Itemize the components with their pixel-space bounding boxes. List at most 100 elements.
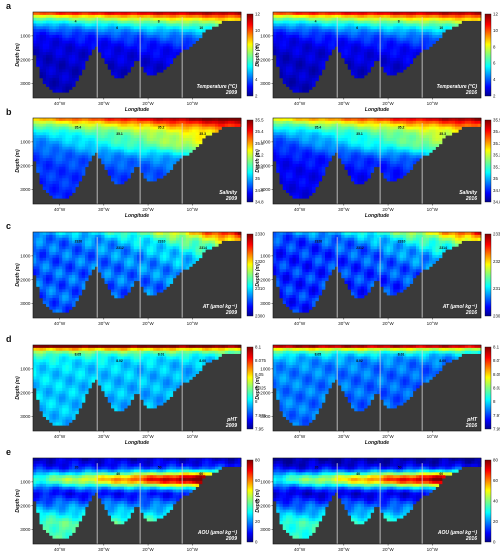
field-cell: [370, 149, 375, 153]
field-cell: [52, 297, 57, 302]
contour-label: 4: [75, 19, 77, 23]
year-label: 2016: [465, 90, 477, 96]
field-cell: [111, 269, 115, 273]
field-cell: [88, 249, 92, 253]
field-cell: [150, 161, 154, 165]
field-cell: [276, 149, 280, 153]
field-cell: [62, 169, 66, 173]
field-cell: [156, 143, 161, 148]
field-cell: [78, 234, 83, 239]
field-cell: [351, 135, 355, 139]
field-cell: [192, 146, 196, 150]
field-cell: [104, 155, 109, 159]
colorbar-tick-label: 35.2: [493, 153, 500, 158]
field-cell: [150, 17, 154, 21]
field-cell: [351, 49, 355, 53]
field-cell: [305, 126, 310, 130]
field-cell: [120, 46, 125, 50]
field-cell: [419, 123, 423, 127]
field-cell: [140, 118, 144, 122]
field-cell: [302, 75, 306, 79]
field-cell: [360, 155, 365, 159]
field-cell: [399, 46, 404, 50]
field-cell: [396, 158, 401, 162]
field-cell: [42, 146, 47, 150]
field-cell: [351, 29, 355, 33]
field-cell: [130, 166, 135, 170]
field-cell: [282, 77, 287, 82]
field-cell: [321, 49, 326, 53]
field-cell: [360, 23, 365, 27]
field-cell: [377, 57, 381, 62]
field-cell: [224, 14, 229, 19]
field-cell: [360, 14, 365, 19]
field-cell: [318, 26, 323, 30]
field-cell: [334, 12, 339, 16]
field-cell: [360, 161, 365, 165]
field-cell: [78, 240, 83, 244]
field-cell: [383, 55, 388, 59]
field-cell: [318, 20, 323, 24]
field-cell: [127, 14, 131, 19]
field-cell: [409, 12, 414, 16]
field-cell: [357, 120, 362, 125]
field-cell: [195, 120, 200, 125]
field-cell: [289, 138, 293, 142]
field-cell: [104, 143, 109, 148]
field-cell: [59, 34, 63, 39]
field-cell: [78, 118, 83, 122]
field-cell: [130, 23, 135, 27]
field-cell: [289, 132, 293, 136]
field-cell: [68, 60, 73, 64]
field-cell: [33, 40, 37, 44]
field-cell: [341, 132, 345, 136]
field-cell: [416, 32, 420, 36]
field-cell: [289, 17, 293, 21]
field-cell: [42, 49, 47, 53]
field-cell: [279, 135, 284, 139]
field-cell: [354, 143, 358, 148]
field-cell: [312, 40, 316, 44]
field-cell: [81, 46, 86, 50]
field-cell: [130, 60, 135, 64]
field-cell: [42, 57, 47, 62]
field-cell: [286, 120, 290, 125]
field-cell: [36, 252, 40, 256]
field-cell: [81, 263, 86, 267]
field-cell: [59, 292, 63, 296]
field-cell: [111, 118, 115, 122]
field-cell: [62, 60, 66, 64]
field-cell: [62, 129, 66, 133]
field-cell: [308, 55, 313, 59]
field-cell: [403, 123, 407, 127]
field-cell: [143, 166, 148, 170]
field-cell: [166, 132, 170, 136]
field-cell: [318, 66, 323, 70]
field-cell: [68, 300, 73, 305]
field-cell: [107, 140, 112, 145]
field-cell: [78, 123, 83, 127]
field-cell: [72, 286, 76, 290]
field-cell: [276, 60, 280, 64]
field-cell: [169, 132, 174, 136]
field-cell: [286, 135, 290, 139]
field-cell: [150, 120, 154, 125]
field-cell: [49, 166, 53, 170]
field-cell: [78, 286, 83, 290]
field-cell: [318, 23, 323, 27]
field-cell: [159, 69, 164, 73]
field-cell: [150, 66, 154, 70]
field-cell: [409, 158, 414, 162]
field-cell: [237, 118, 242, 122]
field-cell: [68, 303, 73, 307]
field-cell: [185, 29, 190, 33]
field-cell: [360, 132, 365, 136]
field-cell: [42, 12, 47, 16]
field-cell: [52, 40, 57, 44]
field-cell: [124, 138, 128, 142]
field-cell: [354, 123, 358, 127]
field-cell: [341, 32, 345, 36]
field-cell: [163, 135, 167, 139]
field-cell: [425, 146, 430, 150]
